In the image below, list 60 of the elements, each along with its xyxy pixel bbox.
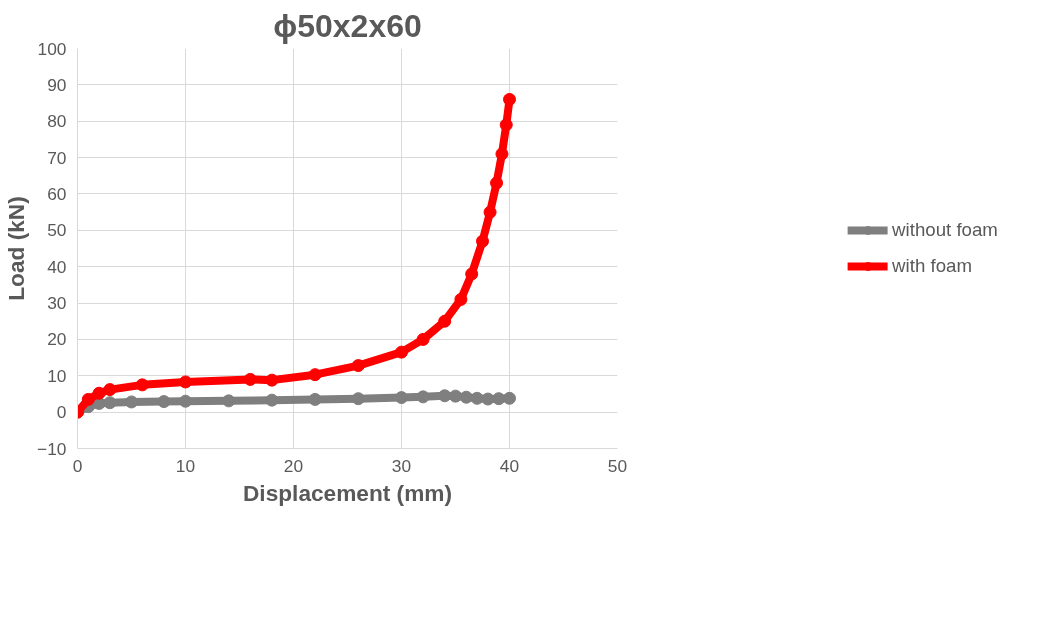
- point: [351, 359, 365, 373]
- point: [438, 314, 452, 328]
- point: [438, 389, 452, 403]
- y-tick-label: 70: [47, 147, 67, 168]
- point: [459, 390, 473, 404]
- point: [449, 389, 462, 403]
- y-tick-label: 30: [47, 293, 67, 314]
- point: [81, 392, 95, 406]
- x-tick-label: 30: [391, 455, 412, 476]
- point: [395, 391, 408, 405]
- x-tick-label: 40: [499, 455, 520, 476]
- y-tick-label: 0: [56, 402, 67, 423]
- y-tick-label: 50: [47, 220, 67, 241]
- point: [416, 390, 430, 404]
- point: [481, 392, 495, 406]
- x-tick-label: 10: [175, 455, 196, 476]
- point: [499, 118, 513, 132]
- legend-label: with foam: [892, 255, 972, 277]
- point: [265, 373, 279, 387]
- point: [492, 392, 506, 406]
- point: [308, 392, 322, 406]
- point: [465, 267, 479, 281]
- point: [265, 393, 279, 407]
- point: [503, 92, 516, 106]
- point: [103, 383, 117, 397]
- y-tick-label: −10: [37, 438, 67, 459]
- x-tick-label: 50: [607, 455, 628, 476]
- y-tick-label: 10: [47, 365, 67, 386]
- y-tick-label: 60: [47, 183, 67, 204]
- x-tick-label: 20: [283, 455, 304, 476]
- point: [92, 386, 106, 400]
- point: [308, 368, 322, 382]
- point: [157, 395, 171, 409]
- point: [395, 345, 408, 359]
- point: [243, 372, 257, 386]
- point: [483, 205, 497, 219]
- y-tick-label: 20: [47, 329, 67, 350]
- chart-title: ϕ50x2x60: [273, 7, 422, 44]
- point: [222, 394, 236, 408]
- y-tick-label: 40: [47, 256, 67, 277]
- y-tick-label: 100: [37, 38, 67, 59]
- point: [495, 147, 509, 161]
- point: [416, 332, 430, 346]
- point: [135, 378, 149, 392]
- x-axis-title: Displacement (mm): [243, 479, 452, 506]
- point: [103, 396, 117, 410]
- point: [454, 292, 468, 306]
- y-axis-title: Load (kN): [3, 196, 30, 301]
- point: [470, 391, 484, 405]
- point: [179, 394, 192, 408]
- point: [503, 391, 516, 405]
- point: [351, 392, 365, 406]
- x-tick-label: 0: [72, 455, 83, 476]
- point: [125, 395, 138, 409]
- legend-label: without foam: [892, 219, 998, 241]
- y-tick-label: 80: [47, 111, 67, 132]
- point: [179, 375, 192, 389]
- point: [476, 234, 489, 248]
- y-tick-label: 90: [47, 74, 67, 95]
- point: [490, 176, 504, 190]
